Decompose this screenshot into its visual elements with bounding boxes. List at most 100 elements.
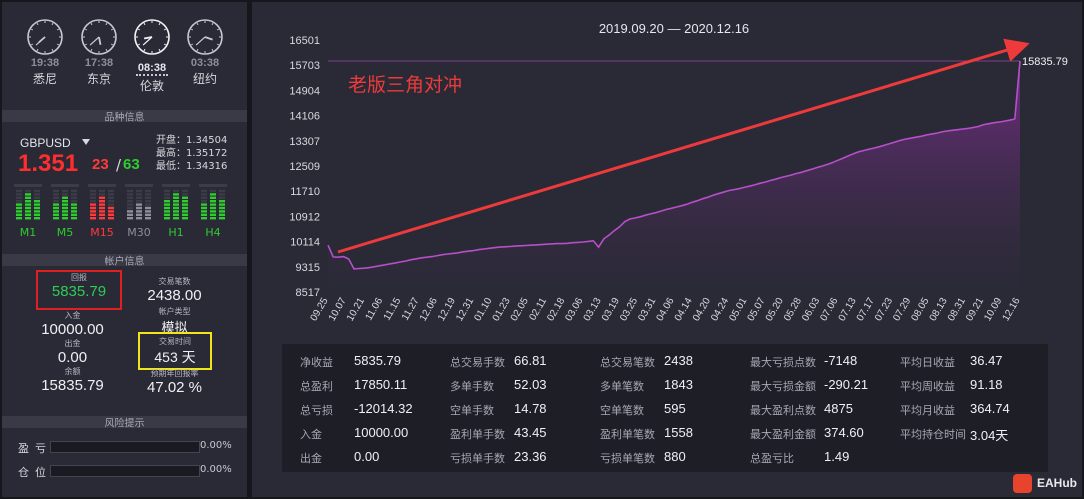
signal-segment [136, 189, 142, 193]
timeframe-h4[interactable]: H4 [199, 184, 227, 239]
stats-label: 平均持仓时间 [900, 428, 966, 441]
signal-segment [108, 189, 114, 193]
stats-value: 595 [664, 401, 686, 416]
timeframe-m30[interactable]: M30 [125, 184, 153, 239]
stats-label: 亏损单手数 [450, 452, 505, 465]
clock-city: 东京 [86, 72, 111, 86]
signal-bars-icon [51, 184, 79, 220]
y-tick-label: 10114 [290, 237, 320, 249]
stats-label: 平均月收益 [900, 404, 955, 417]
timeframe-signals: M1 M5 M15 M30 H1 H4 [14, 184, 239, 244]
stats-row: 总交易笔数 2438 [600, 352, 748, 376]
account-type-cell: 帐户类型 模拟 [132, 306, 217, 336]
y-tick-label: 8517 [296, 287, 320, 299]
stats-row: 出金 0.00 [300, 448, 448, 472]
signal-segment [53, 213, 59, 216]
clock-city: 悉尼 [32, 72, 57, 86]
deposit-value: 10000.00 [41, 321, 104, 338]
stats-value: -7148 [824, 353, 858, 368]
signal-segment [145, 193, 151, 196]
signal-segment [201, 193, 207, 196]
deposit-label: 入金 [64, 311, 81, 320]
stats-row: 多单手数 52.03 [450, 376, 598, 400]
withdraw-label: 出金 [64, 339, 81, 348]
stats-row: 最大亏损点数 -7148 [750, 352, 898, 376]
signal-segment [127, 217, 133, 220]
signal-segment [99, 200, 105, 203]
signal-segment [145, 203, 151, 206]
right-panel: 2019.09.20 — 2020.12.16 8517 9315 10114 1091… [252, 2, 1082, 497]
clock-tokyo[interactable]: 17:38 东京 [74, 18, 124, 87]
clock-sydney[interactable]: 19:38 悉尼 [20, 18, 70, 87]
signal-segment [108, 213, 114, 216]
risk-row-pnl: 盈亏 0.00% [18, 440, 243, 455]
signal-segment [53, 217, 59, 220]
signal-segment [71, 206, 77, 210]
signal-segment [136, 200, 142, 203]
signal-segment [164, 210, 170, 213]
signal-top [162, 184, 190, 187]
stats-label: 空单手数 [450, 404, 494, 417]
timeframe-m15[interactable]: M15 [88, 184, 116, 239]
signal-segment [90, 217, 96, 220]
clock-newyork[interactable]: 03:38 纽约 [180, 18, 230, 87]
signal-segment [71, 203, 77, 206]
signal-segment [25, 196, 31, 199]
stats-label: 总交易笔数 [600, 356, 655, 369]
clock-tick [190, 43, 194, 46]
signal-segment [219, 196, 225, 199]
stats-label: 最大亏损点数 [750, 356, 816, 369]
timeframe-m1[interactable]: M1 [14, 184, 42, 239]
symbol-stats: 开盘：1.34504 最高：1.35172 最低：1.34316 [156, 134, 227, 173]
clock-icon [81, 19, 117, 55]
stats-value: 4875 [824, 401, 853, 416]
last-value-label: 15835.79 [1022, 56, 1068, 68]
stats-label: 盈利单笔数 [600, 428, 655, 441]
clock-tick [211, 48, 214, 52]
y-tick-label: 9315 [296, 262, 320, 274]
risk-value: 0.00% [200, 440, 232, 451]
signal-segment [210, 196, 216, 199]
world-clocks: 19:38 悉尼 17:38 东京 08:38 伦敦 03:38 纽约 [2, 18, 247, 106]
watermark-text: EAHub [1037, 476, 1077, 490]
signal-segment [108, 196, 114, 199]
signal-segment [136, 196, 142, 199]
signal-segment [62, 189, 68, 193]
stats-label: 平均周收益 [900, 380, 955, 393]
signal-bars-icon [125, 184, 153, 220]
signal-segment [90, 213, 96, 216]
timeframe-m5[interactable]: M5 [51, 184, 79, 239]
stats-row: 最大盈利点数 4875 [750, 400, 898, 424]
highlight-box-red [36, 270, 122, 310]
stats-label: 空单笔数 [600, 404, 644, 417]
signal-top [51, 184, 79, 187]
risk-warning: 盈亏 0.00% 仓位 0.00% [2, 438, 247, 496]
signal-segment [16, 196, 22, 199]
withdraw-cell: 出金 0.00 [30, 338, 115, 366]
clock-tick [90, 22, 93, 26]
signal-segment [164, 213, 170, 216]
timeframe-h1[interactable]: H1 [162, 184, 190, 239]
signal-segment [182, 217, 188, 220]
signal-segment [53, 210, 59, 213]
clock-london[interactable]: 08:38 伦敦 [127, 18, 177, 94]
symbol-name[interactable]: GBPUSD [20, 136, 71, 150]
stats-value: 23.36 [514, 449, 547, 464]
stats-label: 平均日收益 [900, 356, 955, 369]
stats-column: 平均日收益 36.47 平均周收益 91.18 平均月收益 364.74 平均持仓时间 3.0… [900, 352, 1048, 448]
clock-minute-hand [195, 36, 206, 46]
signal-segment [219, 206, 225, 210]
signal-segment [16, 206, 22, 210]
stats-column: 最大亏损点数 -7148 最大亏损金额 -290.21 最大盈利点数 4875 最大盈利金额… [750, 352, 898, 472]
stats-value: 1843 [664, 377, 693, 392]
risk-value: 0.00% [200, 464, 232, 475]
high-price: 最高：1.35172 [156, 148, 228, 159]
clock-tick [190, 28, 194, 31]
clock-tick [51, 22, 54, 26]
signal-top [88, 184, 116, 187]
signal-segment [219, 189, 225, 193]
timeframe-label: M15 [90, 226, 114, 239]
signal-segment [182, 206, 188, 210]
risk-row-position: 仓位 0.00% [18, 464, 243, 479]
chevron-down-icon[interactable] [82, 139, 90, 145]
